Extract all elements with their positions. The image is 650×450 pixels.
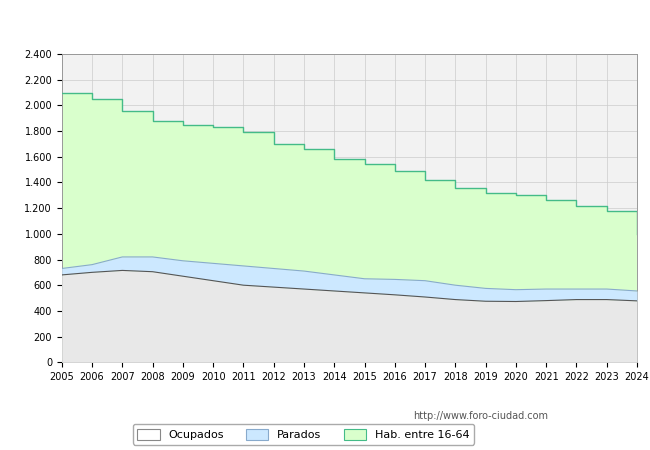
Text: http://www.foro-ciudad.com: http://www.foro-ciudad.com bbox=[413, 411, 549, 421]
Text: Agolada - Evolucion de la poblacion en edad de Trabajar Mayo de 2024: Agolada - Evolucion de la poblacion en e… bbox=[88, 17, 562, 30]
Legend: Ocupados, Parados, Hab. entre 16-64: Ocupados, Parados, Hab. entre 16-64 bbox=[133, 424, 474, 445]
